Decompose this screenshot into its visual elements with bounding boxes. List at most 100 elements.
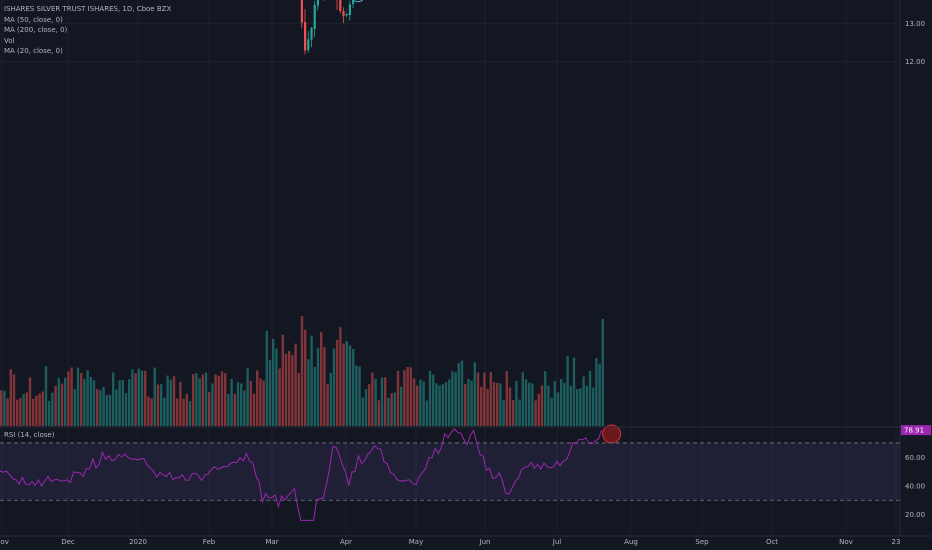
volume-bar [320, 332, 323, 426]
volume-bar [73, 389, 76, 426]
volume-bar [144, 370, 147, 426]
indicator-ma50[interactable]: MA (50, close, 0) [4, 15, 63, 24]
volume-bar [105, 394, 108, 426]
rsi-value-tag-bg [901, 425, 931, 436]
volume-bar [412, 378, 416, 426]
volume-bar [185, 393, 188, 426]
volume-bar [67, 371, 70, 426]
volume-bar [22, 394, 25, 426]
volume-bar [416, 385, 419, 426]
volume-bar [400, 386, 403, 426]
volume-bar [80, 373, 83, 426]
volume-bar [582, 376, 585, 426]
volume-bar [172, 376, 176, 426]
volume-bar [163, 397, 166, 426]
volume-bar [166, 375, 169, 426]
volume-bar [585, 385, 588, 426]
rsi-tick-label: 60.00 [905, 454, 925, 462]
volume-bar [281, 334, 284, 426]
volume-bar [256, 370, 259, 426]
volume-bar [496, 382, 499, 426]
volume-bar [268, 359, 272, 426]
volume-bar [179, 381, 182, 426]
rsi-value-tag: 78.91 [904, 427, 924, 435]
volume-bar [537, 393, 540, 426]
volume-bar [403, 370, 406, 426]
volume-bar [595, 358, 598, 426]
volume-bar [566, 355, 569, 426]
volume-bar [64, 377, 67, 426]
rsi-line [0, 428, 603, 521]
indicator-ma20[interactable]: MA (20, close, 0) [4, 47, 63, 55]
candle-body [348, 4, 351, 15]
candle-body [345, 13, 348, 16]
volume-bar [329, 372, 332, 426]
volume-bar [332, 348, 336, 426]
volume-bar [406, 366, 409, 426]
volume-bar [227, 394, 230, 426]
volume-bar [233, 393, 236, 426]
volume-bar [217, 376, 220, 426]
drawings[interactable] [439, 0, 717, 444]
volume-bar [108, 394, 112, 426]
indicator-ma200[interactable]: MA (200, close, 0) [4, 26, 68, 34]
volume-bar [38, 393, 41, 426]
volume-bar [137, 368, 140, 426]
volume-bar [41, 391, 44, 426]
candle-body [310, 27, 313, 40]
time-tick-label: Dec [61, 538, 75, 546]
volume-bar [96, 389, 99, 426]
volume-bar [572, 357, 576, 426]
volume-bar [169, 379, 172, 426]
volume-bar [198, 378, 201, 426]
volume-bar [262, 380, 265, 426]
volume-bar [531, 383, 534, 426]
volume-bar [288, 351, 291, 426]
rsi-highlight-circle [602, 424, 622, 444]
volume-bar [435, 383, 438, 426]
volume-bar [470, 380, 473, 426]
volume-bar [131, 369, 134, 426]
volume-bar [339, 327, 342, 426]
rsi-legend[interactable]: RSI (14, close) [4, 431, 55, 439]
time-tick-label: Oct [766, 538, 778, 546]
volume-bar [294, 343, 297, 426]
volume-bar [505, 370, 508, 426]
volume-bar [563, 382, 566, 426]
volume-bar [323, 347, 326, 426]
candle-body [300, 0, 303, 23]
volume-bars [0, 316, 604, 426]
grid-lines [0, 0, 900, 532]
volume-bar [348, 345, 352, 426]
indicator-vol[interactable]: Vol [4, 36, 15, 45]
candle-body [352, 0, 355, 4]
volume-bar [188, 400, 192, 426]
chart-title[interactable]: ISHARES SILVER TRUST ISHARES, 1D, Cboe B… [4, 5, 172, 13]
volume-bar [230, 379, 233, 426]
volume-bar [278, 368, 281, 426]
volume-bar [44, 366, 48, 426]
time-tick-label: Nov [839, 538, 853, 546]
volume-bar [83, 378, 86, 426]
volume-bar [368, 384, 371, 426]
volume-bar [246, 368, 249, 426]
volume-bar [336, 339, 339, 426]
volume-bar [451, 371, 454, 426]
volume-bar [432, 374, 435, 426]
volume-bar [371, 372, 374, 426]
volume-bar [521, 372, 524, 426]
volume-bar [486, 388, 489, 426]
volume-bar [473, 362, 476, 426]
volume-bar [284, 353, 288, 426]
volume-bar [560, 379, 563, 426]
volume-bar [355, 365, 358, 426]
volume-bar [588, 370, 592, 426]
volume-bar [361, 397, 364, 426]
time-tick-label: May [409, 538, 423, 546]
volume-bar [419, 379, 422, 426]
volume-bar [352, 348, 355, 426]
volume-bar [220, 371, 224, 426]
volume-bar [342, 343, 345, 426]
